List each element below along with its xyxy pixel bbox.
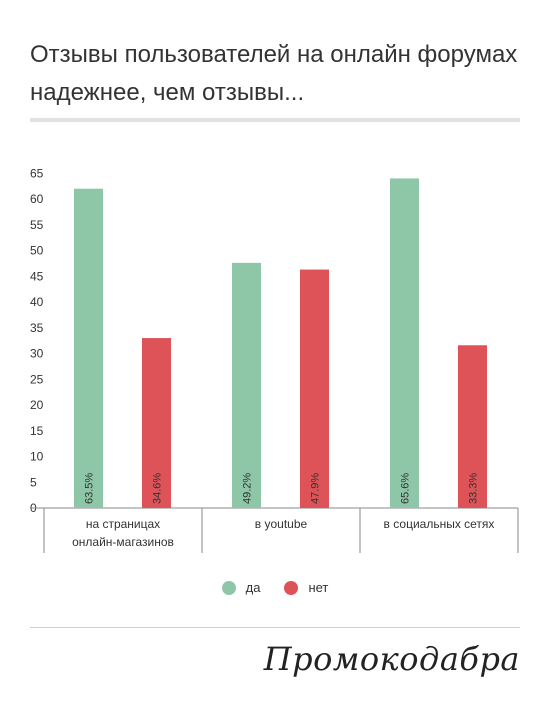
y-tick-label: 20 (30, 398, 44, 412)
legend-label-yes: да (245, 580, 261, 595)
y-tick-label: 60 (30, 192, 44, 206)
y-tick-label: 15 (30, 424, 44, 438)
bar-yes (390, 178, 419, 508)
legend-label-no: нет (308, 580, 329, 595)
y-tick-label: 5 (30, 475, 37, 489)
legend-swatch-no (284, 580, 299, 595)
bar-yes (232, 262, 261, 508)
y-tick-label: 35 (30, 321, 44, 335)
legend-item-no[interactable]: нет (284, 580, 328, 595)
y-tick-label: 25 (30, 372, 44, 386)
legend-swatch-yes (221, 580, 236, 595)
bar-data-label: 47.9% (310, 473, 322, 504)
x-tick-label: онлайн-магазинов (72, 535, 174, 549)
title-divider (30, 118, 520, 122)
bar-no (458, 345, 487, 508)
bar-data-label: 65.6% (400, 473, 412, 504)
y-tick-label: 45 (30, 269, 44, 283)
y-tick-label: 50 (30, 244, 44, 258)
legend-item-yes[interactable]: да (221, 580, 261, 595)
bar-no (300, 269, 329, 508)
x-tick-label: в социальных сетях (384, 517, 495, 531)
y-tick-label: 55 (30, 218, 44, 232)
y-tick-label: 10 (30, 450, 44, 464)
chart-title: Отзывы пользователей на онлайн форумах н… (30, 41, 518, 106)
bar-data-label: 63.5% (84, 473, 96, 504)
y-tick-label: 40 (30, 295, 44, 309)
y-tick-label: 30 (30, 347, 44, 361)
legend: да нет (0, 580, 550, 595)
bar-no (142, 338, 171, 508)
bar-data-label: 49.2% (242, 473, 254, 504)
footer-divider (30, 627, 520, 628)
y-tick-label: 65 (30, 166, 44, 180)
bar-yes (74, 188, 103, 508)
x-tick-label: в youtube (255, 517, 308, 531)
bar-data-label: 34.6% (152, 473, 164, 504)
bar-data-label: 33.3% (468, 473, 480, 504)
x-tick-label: на страницах (86, 517, 160, 531)
brand-logo: Промокодабра (263, 640, 520, 678)
